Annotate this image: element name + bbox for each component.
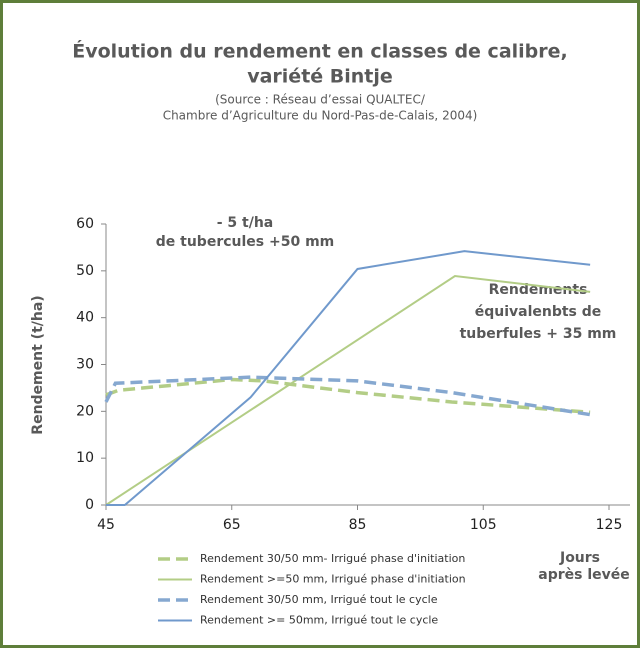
chart-title: variété Bintje xyxy=(247,66,393,88)
legend-label: Rendement >=50 mm, Irrigué phase d'initi… xyxy=(200,573,466,586)
legend-label: Rendement >= 50mm, Irrigué tout le cycle xyxy=(200,614,438,627)
x-axis-label: après levée xyxy=(538,567,630,583)
x-tick-label: 105 xyxy=(470,517,497,533)
x-tick-label: 125 xyxy=(596,517,623,533)
line xyxy=(105,377,591,415)
y-tick-label: 30 xyxy=(76,357,94,373)
annotation: tuberfules + 35 mm xyxy=(460,326,617,342)
x-axis-label: Jours xyxy=(559,550,600,566)
line xyxy=(106,250,591,506)
y-tick-label: 20 xyxy=(76,403,94,419)
annotation: de tubercules +50 mm xyxy=(156,234,335,250)
annotation: Rendements xyxy=(489,282,588,298)
y-tick-label: 10 xyxy=(76,450,94,466)
legend-label: Rendement 30/50 mm- Irrigué phase d'init… xyxy=(200,552,465,565)
legend-label: Rendement 30/50 mm, Irrigué tout le cycl… xyxy=(200,593,438,606)
subtitle: Chambre d’Agriculture du Nord-Pas-de-Cal… xyxy=(163,109,478,123)
annotation: équivalenbts de xyxy=(475,304,602,320)
x-tick-label: 85 xyxy=(349,517,367,533)
y-tick-label: 0 xyxy=(85,497,94,513)
subtitle: (Source : Réseau d’essai QUALTEC/ xyxy=(215,93,426,107)
annotation: - 5 t/ha xyxy=(217,215,274,231)
chart-title: Évolution du rendement en classes de cal… xyxy=(72,40,568,63)
x-tick-label: 45 xyxy=(97,517,115,533)
x-tick-label: 65 xyxy=(223,517,241,533)
line xyxy=(104,375,591,417)
y-axis-label: Rendement (t/ha) xyxy=(30,295,46,434)
y-tick-label: 40 xyxy=(76,310,94,326)
line xyxy=(105,274,591,506)
y-tick-label: 50 xyxy=(76,263,94,279)
y-tick-label: 60 xyxy=(76,216,94,232)
